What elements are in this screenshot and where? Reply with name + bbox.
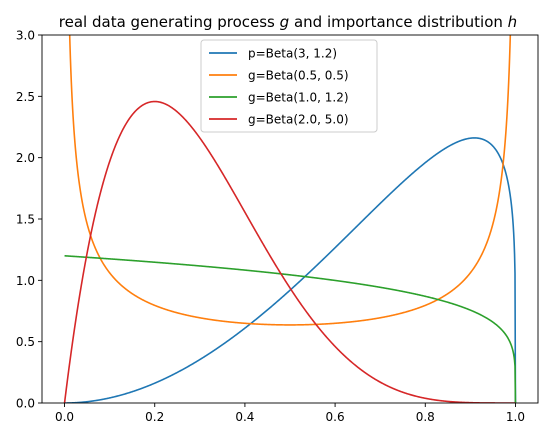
legend: p=Beta(3, 1.2) g=Beta(0.5, 0.5) g=Beta(1.0… [200, 39, 378, 133]
y-tick-label: 3.0 [16, 29, 35, 43]
x-tick-label: 0.6 [326, 410, 345, 424]
axes: 0.0 0.2 0.4 0.6 0.8 1.0 0.0 0.5 1.0 1.5 2.0 2.5 3.0 [16, 29, 539, 424]
y-tick-label: 2.5 [16, 90, 35, 104]
legend-label: g=Beta(2.0, 5.0) [248, 113, 349, 127]
legend-label: g=Beta(1.0, 1.2) [248, 91, 349, 105]
y-tick-label: 0.0 [16, 397, 35, 411]
title-part: real data generating process [59, 13, 280, 31]
y-tick-label: 1.5 [16, 213, 35, 227]
series-line [63, 100, 516, 403]
x-tick-label: 0.4 [235, 410, 254, 424]
x-tick-label: 1.0 [506, 410, 525, 424]
x-tick-label: 0.2 [145, 410, 164, 424]
title-part: h [508, 13, 518, 31]
x-tick-label: 0.8 [416, 410, 435, 424]
series-line [64, 137, 517, 403]
x-tick-label: 0.0 [55, 410, 74, 424]
legend-label: g=Beta(0.5, 0.5) [248, 69, 349, 83]
y-tick-label: 0.5 [16, 335, 35, 349]
series-line [68, 35, 512, 326]
chart-title: real data generating process g and impor… [59, 13, 517, 31]
series-line [64, 255, 517, 403]
plot-area [63, 35, 517, 403]
legend-box [200, 39, 378, 133]
y-tick-label: 1.0 [16, 274, 35, 288]
y-tick-label: 2.0 [16, 151, 35, 165]
title-part: g [280, 13, 290, 31]
legend-label: p=Beta(3, 1.2) [248, 47, 337, 61]
title-part: and importance distribution [289, 13, 507, 31]
